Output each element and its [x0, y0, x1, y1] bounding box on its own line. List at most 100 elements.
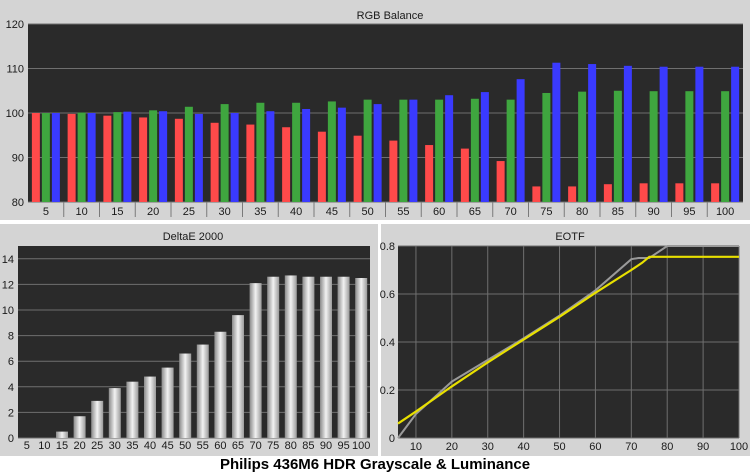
eotf-x-tick-label: 60 — [589, 441, 601, 453]
rgb-bar-red — [174, 118, 183, 202]
rgb-bar-red — [639, 183, 648, 202]
deltae-bar — [73, 416, 86, 438]
deltae-x-tick-label: 45 — [161, 440, 173, 452]
rgb-bar-red — [496, 161, 505, 202]
deltae-y-tick-label: 12 — [2, 279, 14, 291]
rgb-bar-blue — [552, 62, 561, 203]
deltae-bar — [249, 283, 262, 438]
eotf-y-tick-label: 0.2 — [380, 385, 395, 397]
deltae-plot-area — [18, 246, 370, 438]
deltae-x-tick-label: 5 — [24, 440, 30, 452]
eotf-x-tick-label: 40 — [518, 441, 530, 453]
rgb-bar-green — [399, 99, 408, 202]
rgb-bar-green — [613, 90, 622, 202]
rgb-bar-blue — [266, 111, 275, 202]
rgb-y-tick-label: 90 — [12, 153, 24, 165]
rgb-x-tick-label: 65 — [469, 206, 481, 218]
eotf-y-tick-label: 0.8 — [380, 241, 395, 253]
rgb-bar-red — [317, 131, 326, 202]
rgb-bar-blue — [51, 113, 60, 202]
deltae-x-tick-label: 80 — [285, 440, 297, 452]
deltae-y-tick-label: 10 — [2, 305, 14, 317]
rgb-bar-red — [389, 140, 398, 202]
deltae-x-tick-label: 65 — [232, 440, 244, 452]
deltae-bar — [320, 276, 332, 438]
deltae-y-tick-label: 4 — [8, 382, 14, 394]
rgb-bar-green — [41, 113, 50, 202]
rgb-bar-green — [220, 104, 229, 202]
eotf-y-tick-label: 0 — [389, 433, 395, 445]
rgb-x-tick-label: 30 — [219, 206, 231, 218]
deltae-x-tick-label: 25 — [91, 440, 103, 452]
deltae-x-tick-label: 40 — [144, 440, 156, 452]
rgb-bar-blue — [480, 92, 489, 202]
rgb-bar-red — [711, 183, 720, 202]
deltae-bar — [302, 276, 315, 438]
deltae-bar — [179, 353, 192, 438]
rgb-x-tick-label: 80 — [576, 206, 588, 218]
rgb-x-tick-label: 5 — [43, 206, 49, 218]
rgb-bar-green — [470, 98, 479, 202]
rgb-bar-red — [210, 122, 219, 202]
rgb-bar-green — [435, 99, 444, 202]
deltae-bar — [144, 376, 156, 438]
rgb-bar-red — [103, 115, 112, 202]
rgb-bar-blue — [337, 107, 346, 202]
rgb-bar-blue — [194, 113, 203, 202]
rgb-bar-green — [363, 99, 372, 202]
rgb-bar-red — [603, 184, 612, 202]
deltae-x-tick-label: 70 — [249, 440, 261, 452]
rgb-bar-blue — [731, 66, 740, 202]
rgb-bar-red — [282, 127, 291, 202]
rgb-bar-blue — [123, 111, 132, 202]
eotf-x-tick-label: 90 — [697, 441, 709, 453]
deltae-bar — [126, 381, 139, 438]
deltae-x-tick-label: 50 — [179, 440, 191, 452]
deltae-bar — [56, 431, 68, 438]
rgb-bar-red — [67, 113, 76, 202]
deltae-bar — [267, 276, 280, 438]
rgb-bar-green — [184, 106, 193, 202]
deltae-bar — [337, 276, 350, 438]
deltae-bar — [284, 275, 297, 438]
rgb-x-tick-label: 60 — [433, 206, 445, 218]
rgb-bar-blue — [695, 66, 704, 202]
rgb-bar-blue — [623, 65, 632, 202]
charts-canvas: RGB Balance DeltaE 2000 EOTF 80901001101… — [2, 10, 748, 453]
deltae-x-tick-label: 55 — [197, 440, 209, 452]
figure-caption: Philips 436M6 HDR Grayscale & Luminance — [219, 456, 531, 473]
rgb-x-tick-label: 25 — [183, 206, 195, 218]
eotf-x-tick-label: 50 — [553, 441, 565, 453]
deltae-y-tick-label: 14 — [2, 254, 14, 266]
deltae-bar — [232, 315, 244, 438]
rgb-bar-green — [649, 91, 658, 202]
rgb-x-tick-label: 75 — [540, 206, 552, 218]
rgb-y-tick-label: 100 — [6, 108, 24, 120]
deltae-y-tick-label: 8 — [8, 331, 14, 343]
rgb-x-tick-label: 15 — [111, 206, 123, 218]
eotf-x-tick-label: 30 — [482, 441, 494, 453]
deltae-y-tick-label: 2 — [8, 407, 14, 419]
deltae-bar — [196, 344, 209, 438]
rgb-bar-green — [327, 101, 336, 202]
eotf-measured-line — [397, 255, 739, 425]
eotf-y-tick-label: 0.4 — [380, 337, 395, 349]
deltae-x-tick-label: 100 — [352, 440, 370, 452]
rgb-bar-green — [506, 99, 515, 202]
rgb-x-tick-label: 55 — [397, 206, 409, 218]
rgb-bar-blue — [445, 95, 454, 202]
deltae-x-tick-label: 15 — [56, 440, 68, 452]
rgb-bar-red — [31, 113, 40, 202]
deltae-bar — [355, 278, 368, 438]
rgb-bar-blue — [409, 99, 418, 202]
rgb-x-tick-label: 90 — [648, 206, 660, 218]
deltae-x-tick-label: 20 — [73, 440, 85, 452]
rgb-bar-blue — [87, 113, 96, 202]
deltae-x-tick-label: 90 — [320, 440, 332, 452]
rgb-balance-title: RGB Balance — [357, 10, 424, 22]
deltae-x-tick-label: 60 — [214, 440, 226, 452]
eotf-x-tick-label: 100 — [730, 441, 748, 453]
rgb-y-tick-label: 80 — [12, 197, 24, 209]
deltae-x-tick-label: 75 — [267, 440, 279, 452]
rgb-y-tick-label: 120 — [6, 19, 24, 31]
